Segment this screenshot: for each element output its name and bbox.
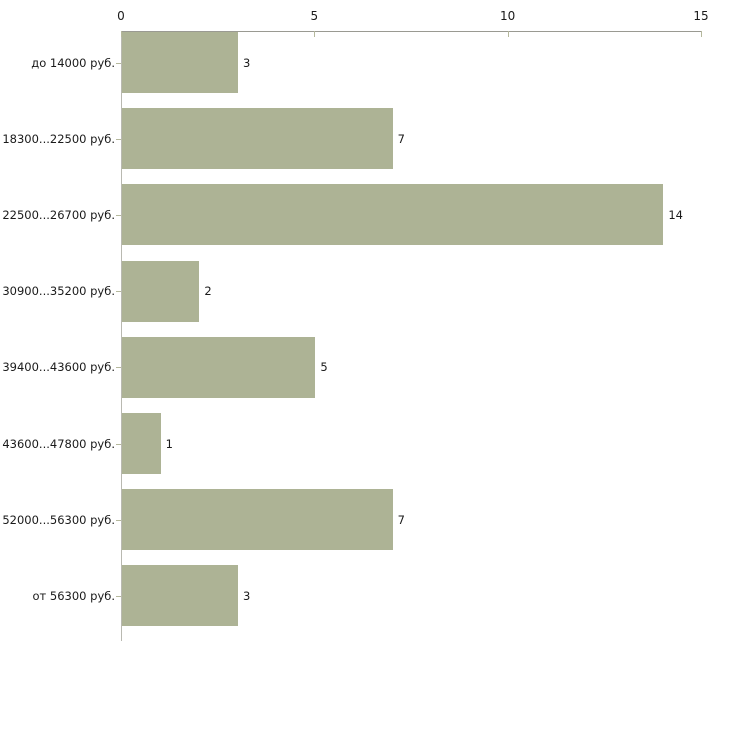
x-axis-tick — [701, 31, 702, 37]
y-axis-tick — [116, 62, 121, 64]
y-axis-category-label: 30900...35200 руб. — [2, 284, 115, 299]
x-axis-tick — [507, 31, 509, 37]
bar-value-label: 7 — [397, 512, 405, 527]
bar[interactable] — [122, 108, 393, 170]
bar[interactable] — [122, 489, 393, 551]
bar-value-label: 2 — [204, 284, 212, 299]
y-axis-label-wrap: 43600...47800 руб. — [0, 437, 115, 458]
bar-value-label: 3 — [243, 55, 251, 70]
y-axis-label-wrap: 22500...26700 руб. — [0, 208, 115, 229]
y-axis-category-label: 18300...22500 руб. — [2, 131, 115, 146]
y-axis-label-wrap: от 56300 руб. — [0, 589, 115, 610]
y-axis-category-label: от 56300 руб. — [32, 588, 115, 603]
bar[interactable] — [122, 260, 200, 322]
y-axis-label-wrap: 52000...56300 руб. — [0, 513, 115, 534]
bar-value-label: 5 — [320, 360, 328, 375]
bar-value-label: 7 — [397, 131, 405, 146]
y-axis-category-label: до 14000 руб. — [31, 55, 115, 70]
y-axis-tick — [116, 443, 121, 445]
y-axis-line — [121, 31, 122, 641]
x-axis-tick-label: 15 — [693, 9, 709, 23]
y-axis-tick — [116, 595, 121, 597]
y-axis-tick — [116, 367, 121, 369]
y-axis-tick — [116, 214, 121, 216]
bar-value-label: 3 — [243, 588, 251, 603]
x-axis-line — [121, 31, 701, 32]
y-axis-category-label: 22500...26700 руб. — [2, 207, 115, 222]
bar[interactable] — [122, 336, 316, 398]
y-axis-label-wrap: 30900...35200 руб. — [0, 284, 115, 305]
y-axis-tick — [116, 519, 121, 521]
y-axis-label-wrap: 39400...43600 руб. — [0, 360, 115, 381]
bar-value-label: 1 — [165, 436, 173, 451]
x-axis-tick-label: 10 — [500, 9, 516, 23]
y-axis-category-label: 39400...43600 руб. — [2, 360, 115, 375]
x-axis-tick — [121, 31, 122, 37]
y-axis-tick — [116, 138, 121, 140]
y-axis-label-wrap: до 14000 руб. — [0, 56, 115, 77]
bar-value-label: 14 — [668, 207, 683, 222]
x-axis-tick-label: 5 — [310, 9, 319, 23]
y-axis-category-label: 43600...47800 руб. — [2, 436, 115, 451]
bar[interactable] — [122, 184, 664, 246]
bar[interactable] — [122, 32, 238, 93]
y-axis-tick — [116, 291, 121, 293]
bar[interactable] — [122, 565, 238, 627]
x-axis-tick-label: 0 — [117, 9, 125, 23]
bar[interactable] — [122, 413, 161, 474]
y-axis-category-label: 52000...56300 руб. — [2, 512, 115, 527]
y-axis-label-wrap: 18300...22500 руб. — [0, 132, 115, 153]
x-axis-tick — [314, 31, 316, 37]
